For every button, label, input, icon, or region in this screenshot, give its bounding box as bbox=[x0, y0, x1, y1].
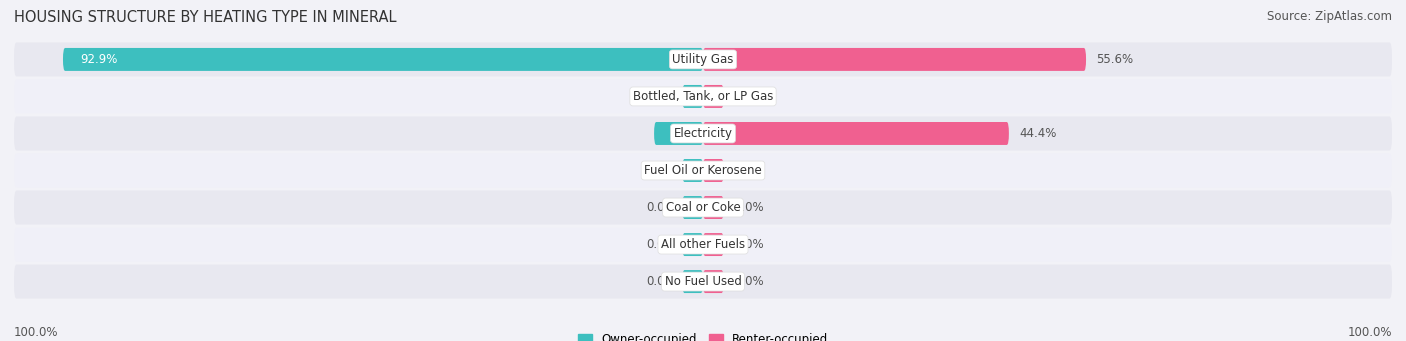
FancyBboxPatch shape bbox=[682, 196, 703, 219]
FancyBboxPatch shape bbox=[703, 233, 724, 256]
Text: 100.0%: 100.0% bbox=[14, 326, 59, 339]
FancyBboxPatch shape bbox=[14, 42, 1392, 76]
Text: Electricity: Electricity bbox=[673, 127, 733, 140]
Text: Coal or Coke: Coal or Coke bbox=[665, 201, 741, 214]
Text: 0.0%: 0.0% bbox=[645, 164, 675, 177]
Text: 0.0%: 0.0% bbox=[734, 201, 763, 214]
Text: 0.0%: 0.0% bbox=[734, 238, 763, 251]
FancyBboxPatch shape bbox=[703, 48, 1085, 71]
FancyBboxPatch shape bbox=[14, 79, 1392, 114]
FancyBboxPatch shape bbox=[14, 116, 1392, 150]
FancyBboxPatch shape bbox=[703, 85, 724, 108]
Text: Bottled, Tank, or LP Gas: Bottled, Tank, or LP Gas bbox=[633, 90, 773, 103]
Text: All other Fuels: All other Fuels bbox=[661, 238, 745, 251]
Text: 0.0%: 0.0% bbox=[734, 275, 763, 288]
Text: 0.0%: 0.0% bbox=[734, 90, 763, 103]
Text: 0.0%: 0.0% bbox=[645, 275, 675, 288]
FancyBboxPatch shape bbox=[682, 233, 703, 256]
FancyBboxPatch shape bbox=[703, 196, 724, 219]
Text: 0.0%: 0.0% bbox=[645, 238, 675, 251]
FancyBboxPatch shape bbox=[14, 227, 1392, 262]
Text: Source: ZipAtlas.com: Source: ZipAtlas.com bbox=[1267, 10, 1392, 23]
FancyBboxPatch shape bbox=[14, 265, 1392, 299]
Text: 0.0%: 0.0% bbox=[734, 164, 763, 177]
FancyBboxPatch shape bbox=[63, 48, 703, 71]
FancyBboxPatch shape bbox=[682, 270, 703, 293]
Text: Fuel Oil or Kerosene: Fuel Oil or Kerosene bbox=[644, 164, 762, 177]
Text: 92.9%: 92.9% bbox=[80, 53, 118, 66]
FancyBboxPatch shape bbox=[703, 159, 724, 182]
FancyBboxPatch shape bbox=[682, 159, 703, 182]
Text: No Fuel Used: No Fuel Used bbox=[665, 275, 741, 288]
Text: 0.0%: 0.0% bbox=[645, 201, 675, 214]
Text: HOUSING STRUCTURE BY HEATING TYPE IN MINERAL: HOUSING STRUCTURE BY HEATING TYPE IN MIN… bbox=[14, 10, 396, 25]
Text: Utility Gas: Utility Gas bbox=[672, 53, 734, 66]
FancyBboxPatch shape bbox=[703, 270, 724, 293]
Text: 44.4%: 44.4% bbox=[1019, 127, 1056, 140]
FancyBboxPatch shape bbox=[14, 191, 1392, 225]
FancyBboxPatch shape bbox=[703, 122, 1010, 145]
Legend: Owner-occupied, Renter-occupied: Owner-occupied, Renter-occupied bbox=[572, 329, 834, 341]
Text: 55.6%: 55.6% bbox=[1097, 53, 1133, 66]
Text: 0.0%: 0.0% bbox=[645, 90, 675, 103]
FancyBboxPatch shape bbox=[654, 122, 703, 145]
FancyBboxPatch shape bbox=[682, 85, 703, 108]
Text: 7.1%: 7.1% bbox=[671, 127, 702, 140]
FancyBboxPatch shape bbox=[14, 153, 1392, 188]
Text: 100.0%: 100.0% bbox=[1347, 326, 1392, 339]
